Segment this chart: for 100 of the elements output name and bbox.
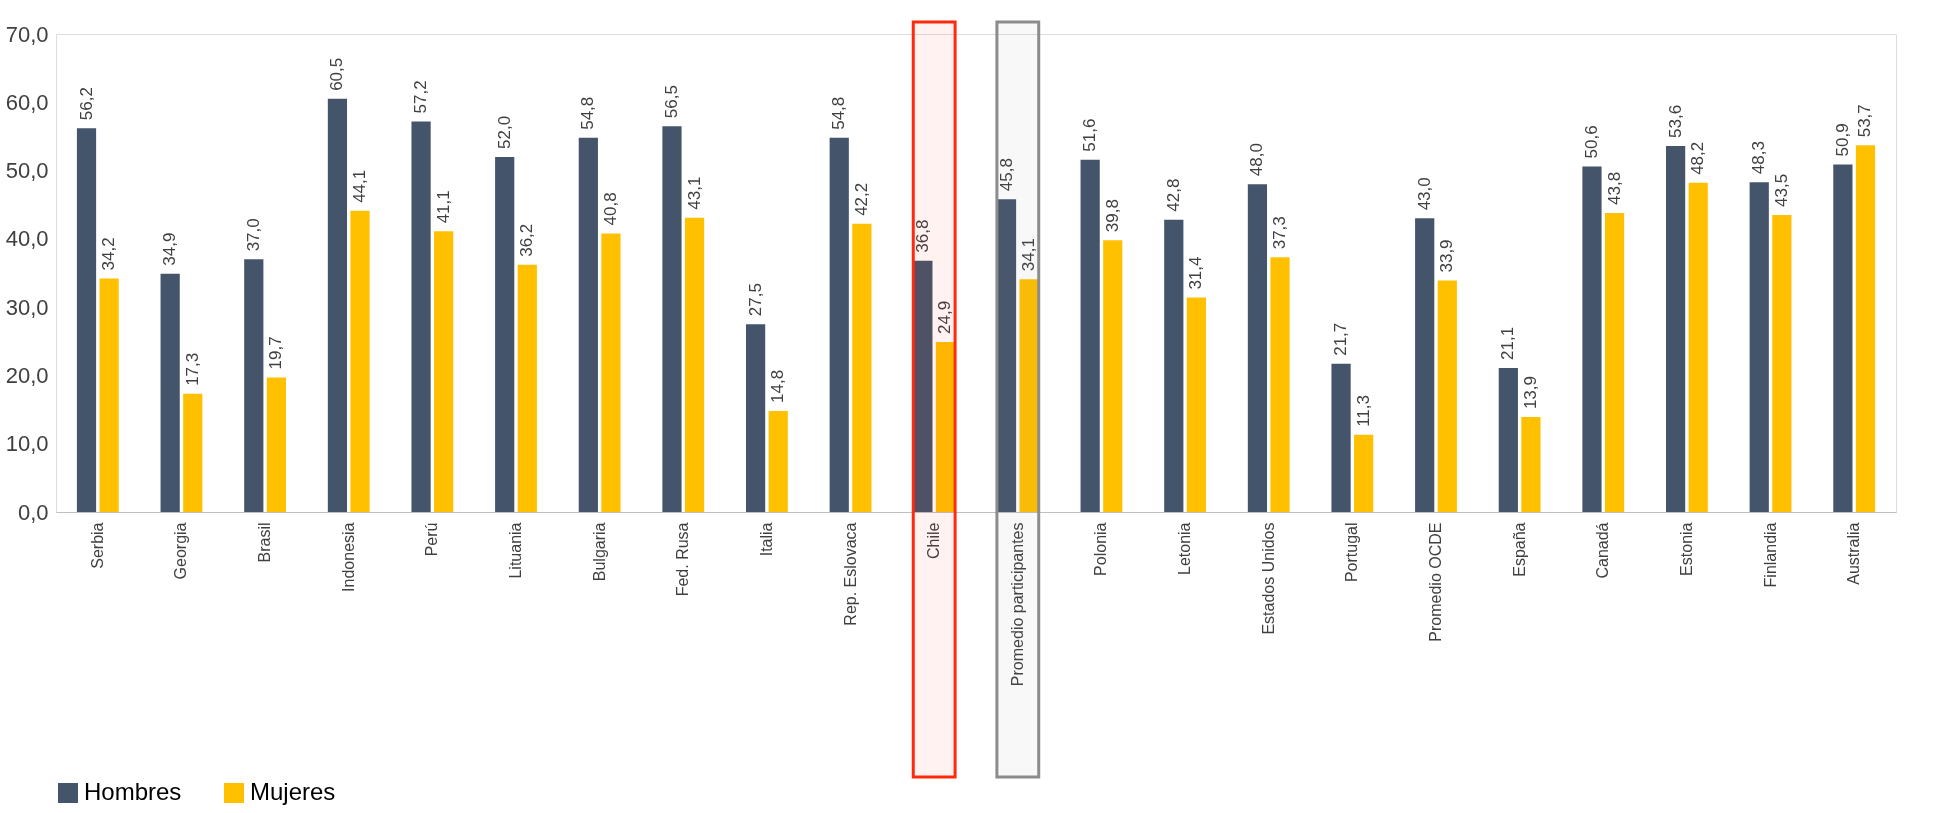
data-label: 39,8 xyxy=(1102,199,1122,233)
x-tick-label: Promedio participantes xyxy=(1008,522,1026,687)
y-tick-label: 60,0 xyxy=(5,89,49,115)
data-label: 45,8 xyxy=(996,158,1016,192)
data-label: 21,1 xyxy=(1498,326,1518,360)
data-label: 44,1 xyxy=(350,169,370,203)
bar xyxy=(495,156,515,512)
data-label: 43,5 xyxy=(1771,173,1791,207)
data-label: 34,9 xyxy=(160,232,180,266)
data-label: 33,9 xyxy=(1437,239,1457,273)
bar xyxy=(266,377,286,512)
bar xyxy=(662,126,682,512)
data-label: 48,3 xyxy=(1749,141,1769,175)
data-label: 60,5 xyxy=(327,57,347,91)
bar xyxy=(1103,240,1123,512)
legend-label: Hombres xyxy=(84,778,182,805)
y-tick-label: 10,0 xyxy=(5,431,49,457)
data-label: 36,2 xyxy=(517,223,537,257)
bar xyxy=(1186,297,1206,512)
bar xyxy=(1855,145,1876,512)
data-label: 50,6 xyxy=(1581,125,1601,159)
data-label: 27,5 xyxy=(745,283,765,317)
data-label: 24,9 xyxy=(935,300,955,334)
bar xyxy=(1498,367,1518,512)
x-tick-label: Brasil xyxy=(256,522,274,563)
y-tick-label: 0,0 xyxy=(17,499,49,525)
data-label: 50,9 xyxy=(1832,123,1852,157)
bar xyxy=(852,223,872,512)
y-tick-label: 70,0 xyxy=(5,21,49,47)
y-tick-label: 20,0 xyxy=(5,362,49,388)
data-label: 36,8 xyxy=(912,219,932,253)
bar xyxy=(1080,159,1100,512)
x-tick-label: Rep. Eslovaca xyxy=(841,522,859,626)
x-tick-label: Australia xyxy=(1845,522,1863,585)
bar xyxy=(1749,182,1769,512)
bar xyxy=(578,137,598,512)
bar xyxy=(1331,363,1351,512)
x-tick-label: Polonia xyxy=(1092,522,1110,576)
bar xyxy=(1666,145,1686,512)
y-tick-label: 50,0 xyxy=(5,158,49,184)
data-label: 48,2 xyxy=(1688,141,1708,175)
data-label: 37,0 xyxy=(243,218,263,252)
x-tick-label: Promedio OCDE xyxy=(1427,522,1444,642)
bar xyxy=(1247,184,1268,512)
bar xyxy=(768,410,788,512)
bar xyxy=(1688,182,1708,512)
bar xyxy=(1582,166,1602,512)
data-label: 19,7 xyxy=(266,336,286,370)
bar xyxy=(913,260,933,512)
bar xyxy=(99,278,119,512)
bar xyxy=(1604,212,1625,512)
x-tick-label: Fed. Rusa xyxy=(674,522,692,597)
x-tick-label: Finlandia xyxy=(1761,522,1779,588)
data-label: 34,1 xyxy=(1019,238,1039,272)
data-label: 43,0 xyxy=(1414,177,1434,211)
bar xyxy=(1833,164,1853,512)
data-label: 42,2 xyxy=(851,182,871,216)
data-label: 13,9 xyxy=(1520,375,1540,410)
data-label: 53,6 xyxy=(1665,104,1685,138)
data-label: 11,3 xyxy=(1353,395,1373,427)
data-label: 21,7 xyxy=(1331,322,1351,356)
bar xyxy=(1019,279,1039,512)
data-label: 37,3 xyxy=(1270,216,1290,250)
data-label: 31,4 xyxy=(1186,256,1206,290)
bar xyxy=(1354,434,1374,512)
data-label: 54,8 xyxy=(578,96,598,130)
data-label: 17,3 xyxy=(182,352,202,386)
bar xyxy=(1772,214,1792,512)
bar xyxy=(829,137,849,512)
x-tick-label: Perú xyxy=(423,522,441,557)
bar xyxy=(76,128,97,512)
bar xyxy=(1437,280,1457,512)
data-label: 40,8 xyxy=(600,192,620,226)
x-tick-label: Italia xyxy=(757,522,775,557)
legend-label: Mujeres xyxy=(250,778,336,805)
bar xyxy=(684,217,705,512)
data-label: 42,8 xyxy=(1163,178,1183,212)
x-tick-label: Canadá xyxy=(1594,522,1612,579)
x-tick-label: Chile xyxy=(925,522,943,559)
data-label: 53,7 xyxy=(1855,104,1875,138)
bar xyxy=(411,121,431,512)
data-label: 56,2 xyxy=(76,87,96,121)
data-label: 43,1 xyxy=(684,176,704,210)
x-tick-label: Letonia xyxy=(1176,522,1194,575)
bar xyxy=(601,233,621,512)
bar xyxy=(517,264,537,512)
bar xyxy=(350,210,370,512)
bar xyxy=(244,259,264,512)
bar xyxy=(935,341,956,512)
bar xyxy=(1270,257,1290,512)
bar xyxy=(183,393,203,512)
x-tick-label: Georgia xyxy=(172,522,190,580)
data-label: 48,0 xyxy=(1247,143,1267,177)
bar xyxy=(1164,219,1184,512)
y-tick-label: 30,0 xyxy=(5,294,49,320)
bar xyxy=(1521,417,1541,512)
x-tick-label: España xyxy=(1510,522,1528,577)
x-tick-label: Estonia xyxy=(1677,522,1695,576)
data-label: 43,8 xyxy=(1604,171,1624,205)
x-tick-label: Bulgaria xyxy=(590,522,608,582)
